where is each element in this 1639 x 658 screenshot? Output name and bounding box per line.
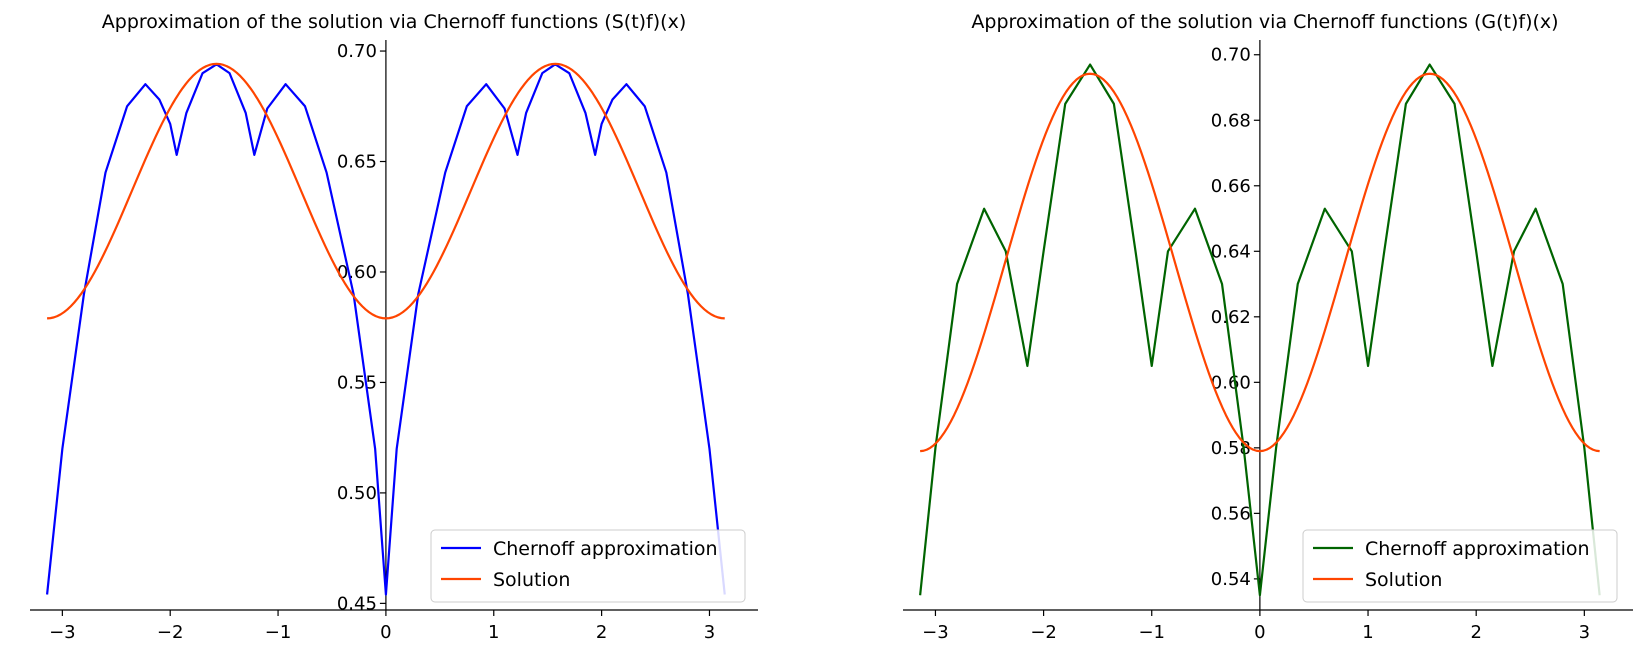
y-tick-label: 0.54 (1211, 569, 1251, 590)
legend-label: Chernoff approximation (493, 538, 718, 560)
legend-label: Solution (493, 569, 570, 591)
x-tick-label: 0 (380, 622, 391, 643)
x-tick-label: 1 (1362, 622, 1373, 643)
y-tick-label: 0.56 (1211, 503, 1251, 524)
x-tick-label: 3 (704, 622, 715, 643)
y-tick-label: 0.65 (337, 152, 377, 173)
chernoff-approximation-series-line (919, 63, 1601, 597)
y-tick-label: 0.68 (1211, 110, 1251, 131)
y-tick-label: 0.45 (337, 593, 377, 614)
y-tick-label: 0.50 (337, 483, 377, 504)
y-tick-label: 0.62 (1211, 307, 1251, 328)
x-tick-label: 2 (1470, 622, 1481, 643)
y-tick-label: 0.70 (1211, 45, 1251, 66)
x-tick-label: −3 (49, 622, 76, 643)
x-tick-label: 0 (1254, 622, 1265, 643)
chernoff-approximation-series-line (45, 63, 726, 596)
left-chart-title: Approximation of the solution via Cherno… (102, 11, 686, 33)
x-tick-label: 2 (596, 622, 607, 643)
x-tick-label: −2 (157, 622, 184, 643)
x-tick-label: 1 (488, 622, 499, 643)
legend-box (1302, 529, 1618, 603)
right-chart: Approximation of the solution via Cherno… (903, 11, 1633, 643)
legend: Chernoff approximation Solution (1302, 529, 1618, 603)
x-tick-label: −2 (1030, 622, 1057, 643)
x-tick-label: −3 (922, 622, 949, 643)
legend-box (430, 529, 746, 603)
legend-label: Solution (1365, 569, 1442, 591)
y-tick-label: 0.58 (1211, 438, 1251, 459)
y-tick-label: 0.60 (1211, 372, 1251, 393)
x-tick-label: −1 (265, 622, 292, 643)
solution-series-line (920, 72, 1600, 453)
solution-series-line (46, 62, 725, 320)
legend-label: Chernoff approximation (1365, 538, 1590, 560)
right-chart-title: Approximation of the solution via Cherno… (971, 11, 1558, 33)
left-chart: Approximation of the solution via Cherno… (30, 11, 758, 643)
y-tick-label: 0.66 (1211, 176, 1251, 197)
y-tick-label: 0.64 (1211, 241, 1251, 262)
x-tick-label: −1 (1138, 622, 1165, 643)
legend: Chernoff approximation Solution (430, 529, 746, 603)
left-chart-gridless-plot: −3 −2 −1 0 1 2 30.450.500.550.600.650.70Cherno… (30, 40, 758, 643)
right-chart-plot: −3 −2 −1 0 1 2 3 0.54 0.56 0.58 0.60 0.62 0.64 0.66 0.… (903, 40, 1633, 643)
x-tick-label: 3 (1579, 622, 1590, 643)
y-tick-label: 0.55 (337, 372, 377, 393)
y-tick-label: 0.70 (337, 41, 377, 62)
